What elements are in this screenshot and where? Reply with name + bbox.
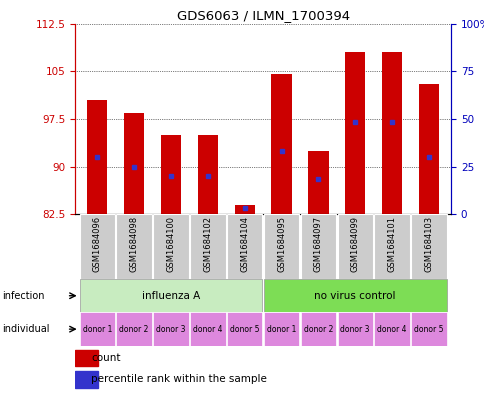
Text: GSM1684096: GSM1684096: [92, 216, 102, 272]
Text: donor 5: donor 5: [229, 325, 259, 334]
Bar: [337, 214, 372, 279]
Bar: [124, 112, 144, 214]
Title: GDS6063 / ILMN_1700394: GDS6063 / ILMN_1700394: [176, 9, 349, 22]
Bar: [271, 74, 291, 214]
Bar: [153, 214, 188, 279]
Bar: [300, 312, 335, 346]
Bar: [418, 84, 438, 214]
Bar: [116, 312, 151, 346]
Bar: [263, 312, 299, 346]
Text: donor 4: donor 4: [377, 325, 406, 334]
Text: infection: infection: [2, 291, 45, 301]
Text: influenza A: influenza A: [141, 291, 200, 301]
Bar: [374, 312, 409, 346]
Bar: [161, 135, 181, 214]
Text: count: count: [91, 353, 120, 363]
Bar: [374, 214, 409, 279]
Bar: [300, 214, 335, 279]
Text: no virus control: no virus control: [314, 291, 395, 301]
Text: donor 1: donor 1: [266, 325, 296, 334]
Bar: [75, 371, 98, 387]
Bar: [234, 205, 254, 214]
Bar: [87, 100, 107, 214]
Bar: [79, 214, 115, 279]
Text: GSM1684103: GSM1684103: [424, 216, 433, 272]
Text: donor 2: donor 2: [303, 325, 333, 334]
Text: percentile rank within the sample: percentile rank within the sample: [91, 375, 266, 384]
Bar: [79, 279, 262, 312]
Bar: [227, 214, 262, 279]
Text: donor 3: donor 3: [156, 325, 185, 334]
Bar: [263, 214, 299, 279]
Bar: [345, 52, 364, 214]
Bar: [190, 214, 225, 279]
Bar: [79, 312, 115, 346]
Text: GSM1684095: GSM1684095: [276, 216, 286, 272]
Bar: [153, 312, 188, 346]
Bar: [263, 279, 446, 312]
Bar: [410, 214, 446, 279]
Bar: [75, 349, 98, 366]
Bar: [381, 52, 401, 214]
Text: donor 2: donor 2: [119, 325, 149, 334]
Text: GSM1684098: GSM1684098: [129, 216, 138, 272]
Bar: [227, 312, 262, 346]
Bar: [337, 312, 372, 346]
Text: GSM1684099: GSM1684099: [350, 216, 359, 272]
Text: donor 5: donor 5: [413, 325, 443, 334]
Text: donor 3: donor 3: [340, 325, 369, 334]
Bar: [308, 151, 328, 214]
Text: individual: individual: [2, 324, 50, 334]
Bar: [116, 214, 151, 279]
Text: GSM1684097: GSM1684097: [313, 216, 322, 272]
Bar: [197, 135, 217, 214]
Text: donor 1: donor 1: [82, 325, 112, 334]
Text: GSM1684100: GSM1684100: [166, 216, 175, 272]
Bar: [410, 312, 446, 346]
Text: GSM1684101: GSM1684101: [387, 216, 396, 272]
Text: donor 4: donor 4: [193, 325, 222, 334]
Text: GSM1684102: GSM1684102: [203, 216, 212, 272]
Bar: [190, 312, 225, 346]
Text: GSM1684104: GSM1684104: [240, 216, 249, 272]
